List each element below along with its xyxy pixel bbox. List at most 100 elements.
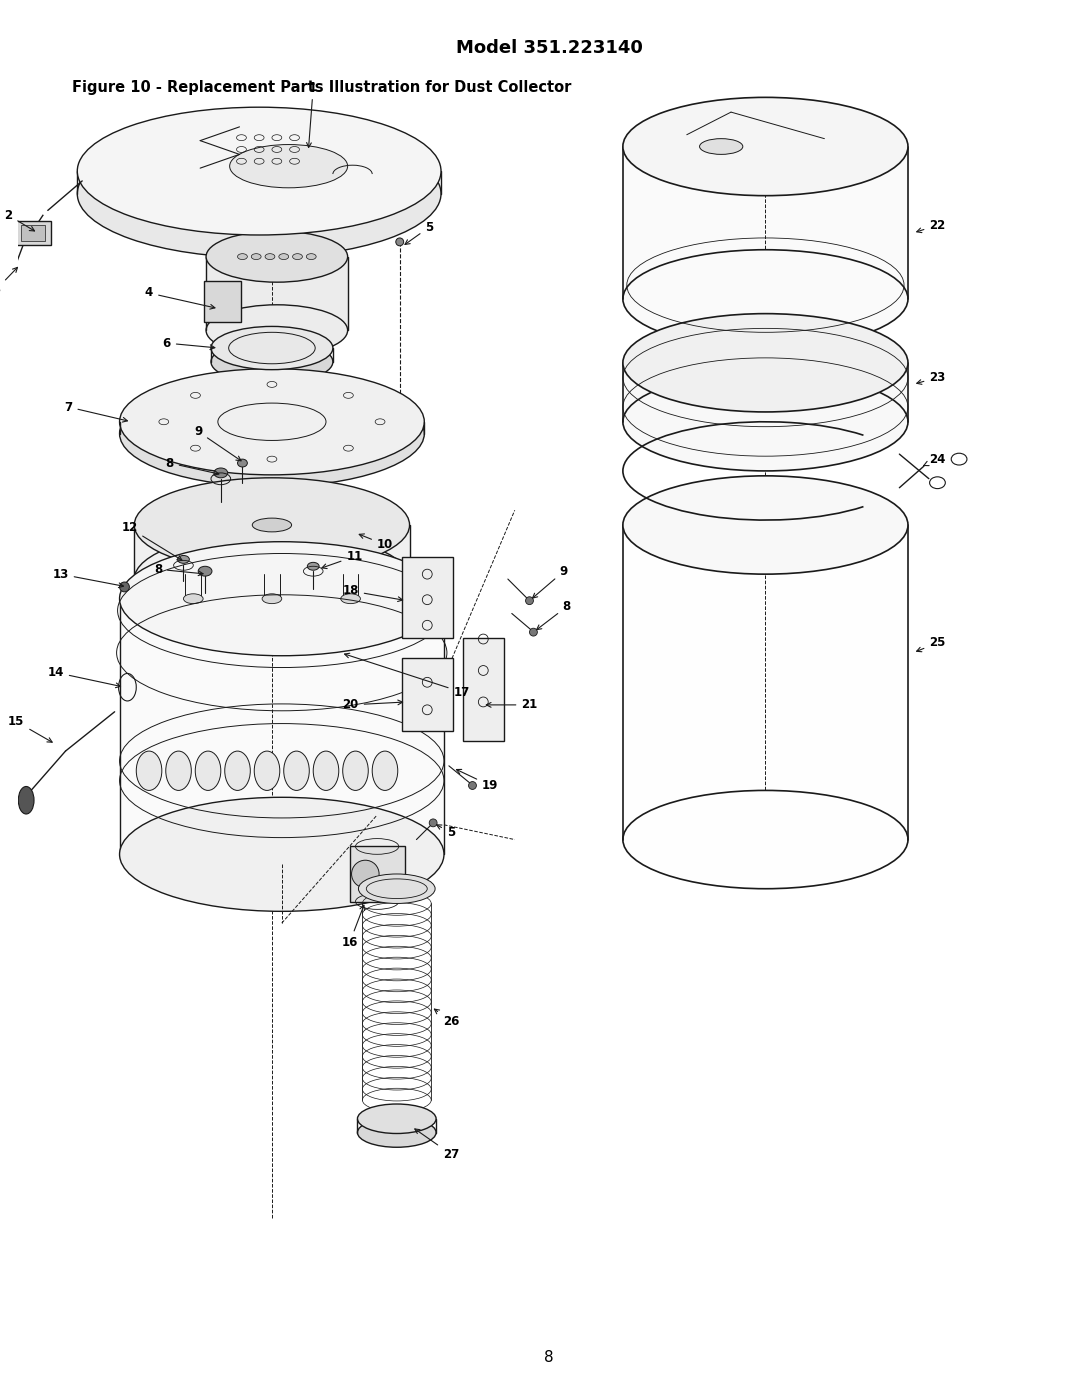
Ellipse shape — [214, 468, 228, 478]
Text: Model 351.223140: Model 351.223140 — [456, 39, 643, 57]
Bar — [204, 281, 242, 323]
Text: 16: 16 — [341, 905, 364, 950]
Ellipse shape — [700, 138, 743, 155]
Ellipse shape — [357, 1118, 436, 1147]
Text: 11: 11 — [322, 550, 363, 569]
Polygon shape — [134, 525, 409, 580]
Ellipse shape — [238, 254, 247, 260]
Ellipse shape — [308, 563, 319, 570]
Text: 8: 8 — [165, 457, 219, 475]
Polygon shape — [206, 257, 348, 330]
Text: 8: 8 — [153, 563, 203, 576]
Ellipse shape — [199, 566, 212, 576]
Text: 22: 22 — [917, 219, 946, 233]
Ellipse shape — [623, 476, 908, 574]
Text: 18: 18 — [342, 584, 403, 602]
Ellipse shape — [529, 629, 538, 636]
Text: 5: 5 — [405, 221, 433, 244]
Ellipse shape — [395, 237, 404, 246]
Text: 1: 1 — [307, 81, 318, 148]
Ellipse shape — [623, 98, 908, 196]
Ellipse shape — [623, 791, 908, 888]
Ellipse shape — [623, 250, 908, 348]
Ellipse shape — [230, 144, 348, 187]
Polygon shape — [120, 599, 444, 855]
Ellipse shape — [469, 781, 476, 789]
Ellipse shape — [18, 787, 35, 814]
Text: 19: 19 — [457, 770, 498, 792]
Text: 9: 9 — [194, 425, 241, 461]
Text: 3: 3 — [0, 267, 17, 296]
Ellipse shape — [136, 752, 162, 791]
Text: 8: 8 — [537, 601, 571, 630]
Ellipse shape — [253, 518, 292, 532]
Text: 7: 7 — [65, 401, 127, 422]
Ellipse shape — [307, 254, 316, 260]
Bar — [22, 225, 45, 240]
Bar — [402, 658, 453, 732]
Ellipse shape — [429, 819, 437, 827]
Ellipse shape — [623, 314, 908, 412]
Ellipse shape — [120, 380, 424, 486]
Text: 9: 9 — [532, 564, 568, 598]
Text: 5: 5 — [436, 824, 455, 840]
Ellipse shape — [342, 752, 368, 791]
Ellipse shape — [373, 752, 397, 791]
Ellipse shape — [284, 752, 309, 791]
Ellipse shape — [120, 542, 444, 655]
Polygon shape — [623, 147, 908, 299]
Ellipse shape — [341, 594, 361, 604]
Text: 17: 17 — [345, 654, 470, 698]
Ellipse shape — [357, 1104, 436, 1133]
Text: 15: 15 — [9, 715, 52, 742]
Text: 23: 23 — [917, 372, 946, 384]
Ellipse shape — [78, 108, 441, 235]
Polygon shape — [623, 525, 908, 840]
Text: 14: 14 — [48, 666, 121, 687]
Text: Figure 10 - Replacement Parts Illustration for Dust Collector: Figure 10 - Replacement Parts Illustrati… — [72, 80, 571, 95]
Ellipse shape — [225, 752, 251, 791]
Ellipse shape — [279, 254, 288, 260]
Ellipse shape — [252, 254, 261, 260]
Text: 20: 20 — [342, 698, 403, 711]
Ellipse shape — [262, 594, 282, 604]
Text: 24: 24 — [923, 453, 946, 465]
Ellipse shape — [211, 341, 333, 383]
Ellipse shape — [184, 594, 203, 604]
Ellipse shape — [195, 752, 220, 791]
Text: 27: 27 — [415, 1129, 459, 1161]
Ellipse shape — [265, 254, 275, 260]
Text: 12: 12 — [121, 521, 183, 560]
Polygon shape — [623, 363, 908, 422]
Ellipse shape — [120, 798, 444, 911]
Ellipse shape — [623, 373, 908, 471]
Ellipse shape — [526, 597, 534, 605]
Ellipse shape — [177, 556, 189, 563]
Text: 25: 25 — [917, 637, 946, 652]
Ellipse shape — [254, 752, 280, 791]
Text: 13: 13 — [53, 567, 123, 588]
Bar — [15, 221, 51, 244]
Text: 4: 4 — [145, 286, 215, 309]
Ellipse shape — [78, 130, 441, 257]
Ellipse shape — [206, 231, 348, 282]
Text: 8: 8 — [544, 1350, 554, 1365]
Ellipse shape — [352, 861, 379, 887]
Text: 26: 26 — [434, 1009, 459, 1028]
Ellipse shape — [313, 752, 339, 791]
Bar — [462, 638, 504, 742]
Text: 6: 6 — [163, 337, 215, 349]
Ellipse shape — [120, 369, 424, 475]
Ellipse shape — [211, 327, 333, 370]
Ellipse shape — [359, 875, 435, 904]
Ellipse shape — [206, 305, 348, 356]
Text: 21: 21 — [486, 698, 538, 711]
Bar — [350, 847, 405, 901]
Ellipse shape — [134, 532, 409, 626]
Bar — [402, 557, 453, 638]
Text: 10: 10 — [360, 534, 393, 552]
Ellipse shape — [120, 583, 130, 592]
Text: 2: 2 — [4, 208, 35, 231]
Ellipse shape — [134, 478, 409, 573]
Ellipse shape — [293, 254, 302, 260]
